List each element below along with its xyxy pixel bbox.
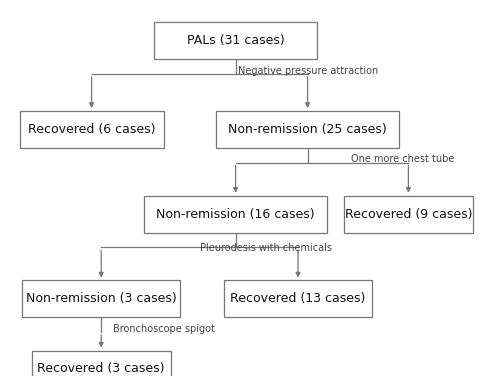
Text: Recovered (13 cases): Recovered (13 cases) — [230, 292, 366, 305]
FancyBboxPatch shape — [224, 280, 372, 317]
Text: Non-remission (25 cases): Non-remission (25 cases) — [228, 123, 387, 136]
Text: Non-remission (16 cases): Non-remission (16 cases) — [156, 208, 315, 221]
FancyBboxPatch shape — [344, 196, 473, 233]
Text: PALs (31 cases): PALs (31 cases) — [186, 34, 284, 47]
FancyBboxPatch shape — [20, 111, 164, 148]
FancyBboxPatch shape — [32, 351, 171, 384]
Text: One more chest tube: One more chest tube — [351, 154, 454, 164]
Text: Non-remission (3 cases): Non-remission (3 cases) — [26, 292, 176, 305]
FancyBboxPatch shape — [216, 111, 399, 148]
FancyBboxPatch shape — [154, 22, 317, 59]
Text: Bronchoscope spigot: Bronchoscope spigot — [113, 324, 215, 334]
Text: Pleurodesis with chemicals: Pleurodesis with chemicals — [200, 243, 332, 253]
FancyBboxPatch shape — [22, 280, 180, 317]
Text: Recovered (6 cases): Recovered (6 cases) — [28, 123, 156, 136]
Text: Negative pressure attraction: Negative pressure attraction — [238, 66, 378, 76]
Text: Recovered (3 cases): Recovered (3 cases) — [38, 362, 165, 376]
Text: Recovered (9 cases): Recovered (9 cases) — [344, 208, 472, 221]
FancyBboxPatch shape — [144, 196, 327, 233]
